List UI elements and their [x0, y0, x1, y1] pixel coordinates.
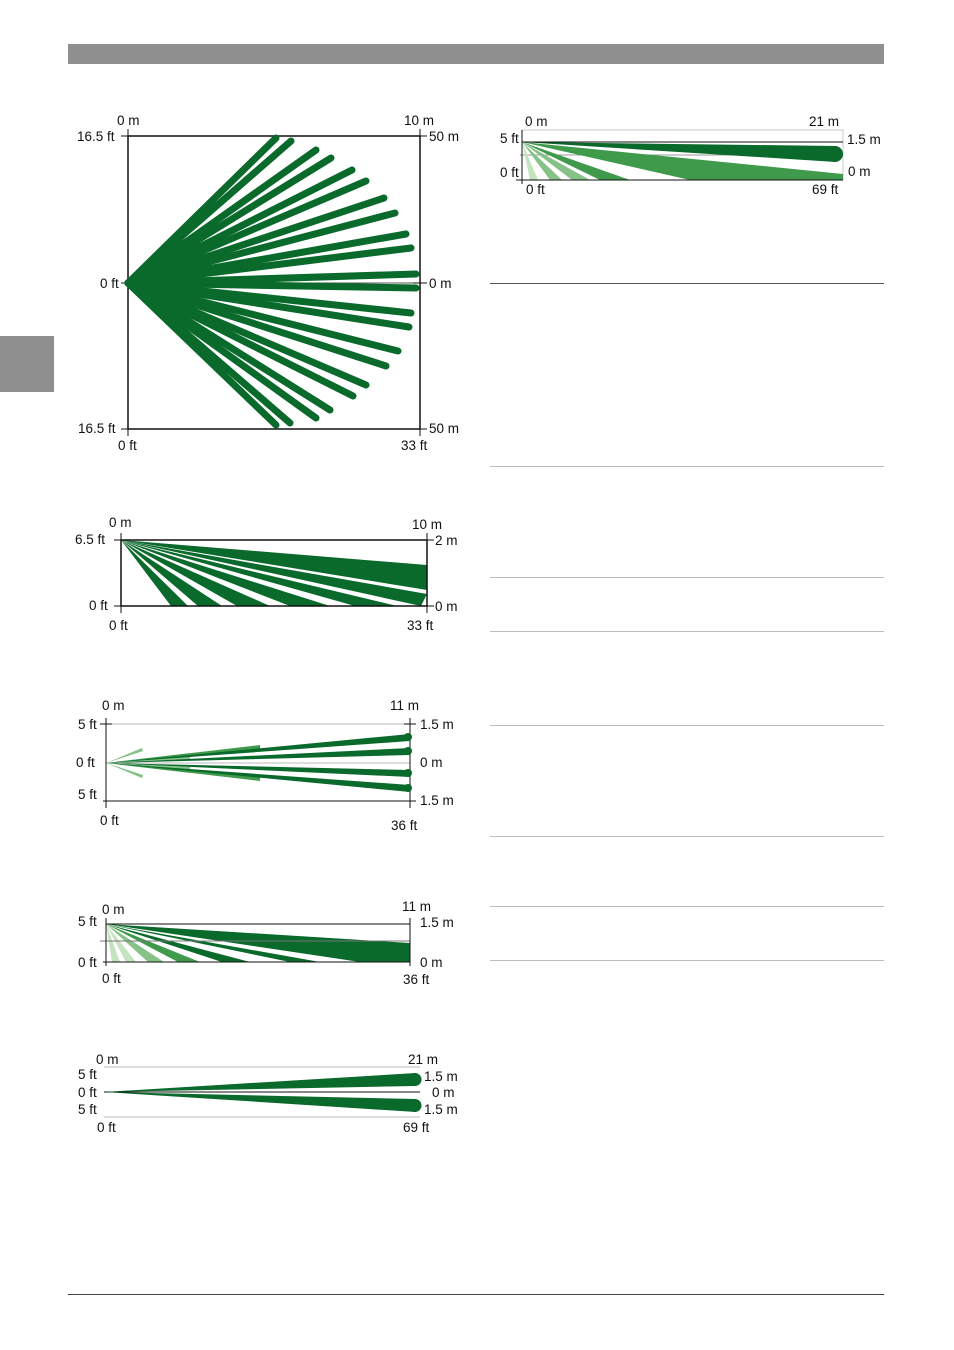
- label-bottom-left-ft: 0 ft: [526, 182, 545, 197]
- label-top-left-m: 0 m: [96, 1052, 119, 1067]
- label-right-top-m: 1.5 m: [424, 1069, 458, 1084]
- label-bottom-right-ft: 36 ft: [391, 818, 418, 833]
- label-top-left-m: 0 m: [117, 113, 140, 128]
- label-right-mid-m: 0 m: [432, 1085, 455, 1100]
- detection-zone-long: [104, 1073, 422, 1112]
- detection-zone-side: [522, 142, 843, 180]
- label-left-top-ft: 5 ft: [78, 1067, 97, 1082]
- tick-marks: [114, 533, 434, 613]
- label-bottom-left-ft: 0 ft: [109, 618, 128, 633]
- detection-ray: [124, 279, 280, 429]
- grid-lines: [104, 1066, 420, 1118]
- label-top-left-m: 0 m: [525, 114, 548, 129]
- detection-ray: [124, 177, 370, 287]
- label-bottom-right-ft: 36 ft: [403, 972, 430, 987]
- label-right-bottom-m: 50 m: [429, 421, 459, 436]
- label-top-left-m: 0 m: [109, 515, 132, 530]
- table-rule: [490, 631, 884, 632]
- label-right-bottom-m: 0 m: [420, 955, 443, 970]
- table-rule: [490, 836, 884, 837]
- table-rule: [490, 725, 884, 726]
- axis-lines: [516, 130, 843, 184]
- detection-zone-curtain: [106, 733, 412, 792]
- label-bottom-right-ft: 33 ft: [401, 438, 428, 453]
- label-left-bottom-ft: 5 ft: [78, 787, 97, 802]
- diagram-frame: [120, 539, 428, 607]
- axis-lines: [100, 918, 411, 966]
- label-left-mid-ft: 0 ft: [78, 1085, 97, 1100]
- table-rule-top: [490, 283, 884, 284]
- detection-zone-side: [106, 924, 410, 962]
- label-bottom-right-ft: 69 ft: [403, 1120, 430, 1135]
- label-left-mid-ft: 0 ft: [76, 755, 95, 770]
- detection-ray: [124, 279, 413, 331]
- label-bottom-left-ft: 0 ft: [100, 813, 119, 828]
- detection-ray: [124, 209, 399, 287]
- label-top-right-m: 21 m: [809, 114, 839, 129]
- detection-ray: [124, 279, 357, 400]
- detection-ray: [124, 279, 390, 370]
- label-left-bottom-ft: 0 ft: [500, 165, 519, 180]
- label-left-bottom-ft: 0 ft: [89, 598, 108, 613]
- label-bottom-left-ft: 0 ft: [102, 971, 121, 986]
- table-rule: [490, 906, 884, 907]
- chapter-tab: [0, 336, 54, 392]
- footer-rule: [68, 1294, 884, 1295]
- tick-marks: [121, 129, 427, 436]
- label-right-bottom-m: 0 m: [848, 164, 871, 179]
- label-left-mid-ft: 0 ft: [100, 276, 119, 291]
- label-right-mid-m: 0 m: [420, 755, 443, 770]
- detection-ray: [124, 279, 420, 292]
- label-left-top-ft: 16.5 ft: [77, 129, 115, 144]
- table-rule: [490, 960, 884, 961]
- label-top-right-m: 10 m: [412, 517, 442, 532]
- table-rule: [490, 466, 884, 467]
- label-right-top-m: 2 m: [435, 533, 458, 548]
- label-right-mid-m: 0 m: [429, 276, 452, 291]
- label-top-right-m: 21 m: [408, 1052, 438, 1067]
- label-bottom-left-ft: 0 ft: [97, 1120, 116, 1135]
- label-right-top-m: 1.5 m: [420, 717, 454, 732]
- label-right-bottom-m: 1.5 m: [424, 1102, 458, 1117]
- label-bottom-right-ft: 33 ft: [407, 618, 434, 633]
- label-left-top-ft: 5 ft: [500, 131, 519, 146]
- detection-zone-fan: [124, 134, 420, 429]
- grid-lines: [106, 723, 410, 764]
- label-left-top-ft: 5 ft: [78, 914, 97, 929]
- label-bottom-right-ft: 69 ft: [812, 182, 839, 197]
- detection-ray: [124, 244, 415, 287]
- label-left-bottom-ft: 5 ft: [78, 1102, 97, 1117]
- detection-ray: [124, 137, 295, 287]
- label-bottom-left-ft: 0 ft: [118, 438, 137, 453]
- table-rule: [490, 577, 884, 578]
- label-top-left-m: 0 m: [102, 698, 125, 713]
- label-left-bottom-ft: 0 ft: [78, 955, 97, 970]
- label-top-left-m: 0 m: [102, 902, 125, 917]
- label-right-top-m: 1.5 m: [420, 915, 454, 930]
- label-right-top-m: 1.5 m: [847, 132, 881, 147]
- label-right-top-m: 50 m: [429, 129, 459, 144]
- label-right-bottom-m: 1.5 m: [420, 793, 454, 808]
- label-left-top-ft: 6.5 ft: [75, 532, 105, 547]
- label-right-bottom-m: 0 m: [435, 599, 458, 614]
- detection-zone-side: [121, 540, 427, 606]
- label-left-bottom-ft: 16.5 ft: [78, 421, 116, 436]
- label-top-right-m: 11 m: [402, 899, 431, 914]
- header-bar: [68, 44, 884, 64]
- label-top-right-m: 11 m: [390, 698, 419, 713]
- label-left-top-ft: 5 ft: [78, 717, 97, 732]
- label-top-right-m: 10 m: [404, 113, 434, 128]
